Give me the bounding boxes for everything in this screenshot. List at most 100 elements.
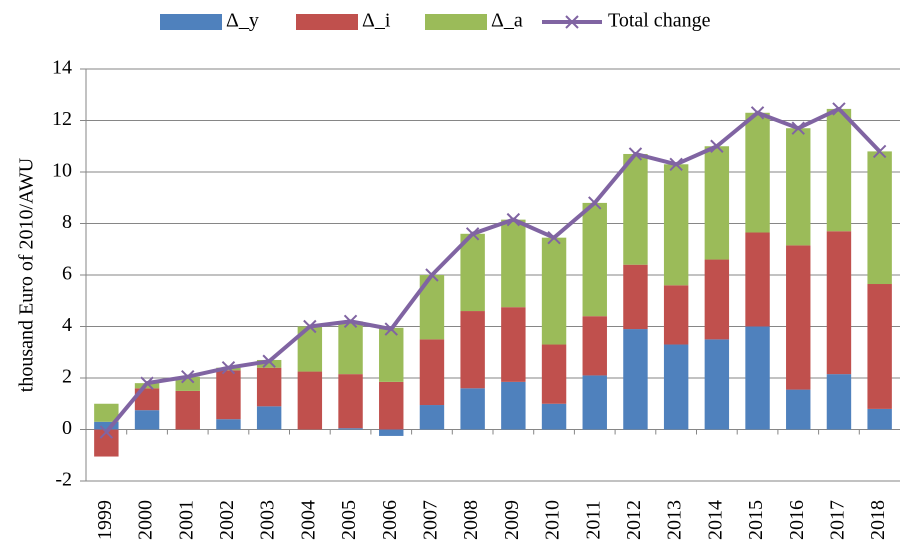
x-tick-label: 2014 bbox=[704, 500, 726, 540]
bar bbox=[541, 344, 567, 404]
bar bbox=[867, 408, 892, 430]
legend-label: Δ_i bbox=[362, 10, 391, 32]
y-tick-label: 10 bbox=[52, 160, 72, 182]
bar bbox=[379, 381, 404, 430]
bar bbox=[419, 405, 445, 430]
bar bbox=[826, 231, 852, 375]
bar bbox=[826, 108, 852, 232]
x-tick-label: 2002 bbox=[216, 500, 238, 540]
bar bbox=[745, 326, 770, 430]
bar bbox=[501, 307, 526, 382]
bar bbox=[623, 153, 648, 265]
bar bbox=[175, 390, 200, 430]
y-tick-label: 4 bbox=[62, 314, 72, 336]
y-axis-label: thousand Euro of 2010/AWU bbox=[16, 157, 38, 392]
marker bbox=[628, 147, 643, 161]
legend-swatch bbox=[160, 14, 222, 30]
bar bbox=[216, 370, 241, 420]
bar bbox=[582, 375, 607, 430]
bar bbox=[256, 406, 282, 430]
y-tick-label: -2 bbox=[55, 469, 72, 491]
bar bbox=[786, 245, 811, 390]
marker bbox=[832, 102, 846, 116]
bar bbox=[786, 128, 811, 246]
bar bbox=[663, 164, 689, 286]
bar bbox=[501, 219, 526, 308]
x-tick-label: 2008 bbox=[460, 500, 482, 540]
bar bbox=[379, 429, 404, 436]
marker bbox=[750, 106, 765, 120]
marker bbox=[588, 196, 602, 210]
marker bbox=[384, 322, 398, 336]
bar bbox=[745, 112, 770, 233]
y-tick-label: 8 bbox=[62, 211, 72, 233]
x-tick-label: 2015 bbox=[745, 500, 767, 540]
bar bbox=[256, 367, 282, 407]
x-tick-label: 2006 bbox=[379, 500, 401, 540]
marker bbox=[465, 227, 480, 241]
bar bbox=[623, 329, 648, 430]
x-tick-label: 2018 bbox=[867, 500, 889, 540]
bar bbox=[582, 202, 607, 317]
legend-label: Δ_a bbox=[491, 10, 523, 32]
legend-label: Total change bbox=[608, 10, 711, 32]
marker bbox=[181, 370, 195, 384]
bar bbox=[663, 285, 689, 345]
x-tick-label: 1999 bbox=[94, 500, 116, 540]
marker bbox=[140, 376, 154, 390]
y-tick-label: 2 bbox=[62, 366, 72, 388]
bar bbox=[745, 232, 770, 327]
marker bbox=[303, 319, 317, 334]
bar bbox=[541, 403, 567, 430]
bar bbox=[297, 371, 323, 430]
x-tick-label: 2004 bbox=[297, 500, 319, 540]
bar bbox=[704, 339, 730, 430]
legend-label: Δ_y bbox=[226, 10, 259, 32]
y-tick-label: 14 bbox=[52, 57, 72, 79]
bar bbox=[582, 316, 607, 376]
bar bbox=[256, 359, 282, 368]
x-tick-label: 2011 bbox=[582, 500, 604, 539]
bar bbox=[867, 284, 892, 409]
marker bbox=[669, 157, 683, 171]
x-tick-label: 2007 bbox=[420, 500, 442, 540]
line bbox=[104, 106, 882, 434]
bar bbox=[786, 389, 811, 430]
x-tick-label: 2012 bbox=[623, 500, 645, 540]
marker bbox=[425, 268, 439, 282]
y-tick-label: 0 bbox=[62, 417, 72, 439]
bar bbox=[338, 428, 363, 430]
bar bbox=[94, 421, 119, 430]
marker bbox=[872, 144, 887, 159]
bar bbox=[94, 429, 119, 457]
bar bbox=[338, 374, 363, 429]
bar bbox=[379, 327, 404, 382]
marker bbox=[547, 230, 561, 245]
x-tick-label: 2000 bbox=[135, 500, 157, 540]
x-tick-label: 2013 bbox=[664, 500, 686, 540]
x-tick-label: 2001 bbox=[175, 500, 197, 540]
x-tick-label: 2010 bbox=[542, 500, 564, 540]
bar bbox=[501, 381, 526, 430]
marker bbox=[506, 212, 521, 227]
bar bbox=[175, 376, 200, 391]
y-tick-label: 6 bbox=[62, 263, 72, 285]
legend-swatch bbox=[296, 14, 358, 30]
marker bbox=[221, 360, 236, 375]
y-tick-label: 12 bbox=[52, 108, 72, 130]
bar bbox=[134, 388, 160, 411]
bar bbox=[623, 264, 648, 330]
marker bbox=[343, 314, 358, 329]
legend-swatch bbox=[425, 14, 487, 30]
x-tick-label: 2003 bbox=[257, 500, 279, 540]
marker bbox=[710, 139, 724, 153]
x-tick-label: 2009 bbox=[501, 500, 523, 540]
bar bbox=[704, 146, 730, 260]
bar bbox=[134, 410, 160, 430]
bar bbox=[663, 344, 689, 430]
bar bbox=[216, 419, 241, 430]
bar bbox=[460, 233, 485, 312]
x-tick-label: 2005 bbox=[338, 500, 360, 540]
marker bbox=[99, 425, 114, 439]
